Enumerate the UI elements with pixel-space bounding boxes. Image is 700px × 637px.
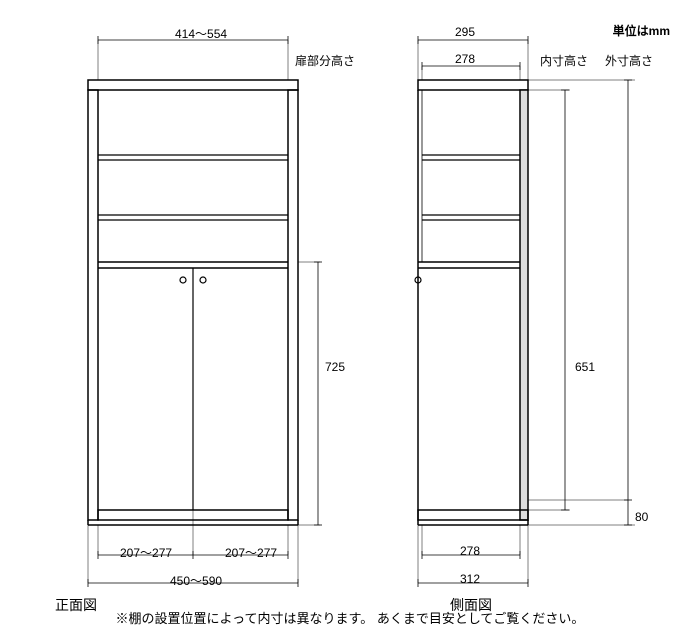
inner-height-label: 内寸高さ <box>540 52 588 69</box>
front-door-right-width: 207～277 <box>225 544 277 561</box>
outer-height-label: 外寸高さ <box>605 52 653 69</box>
front-view-drawing <box>88 36 322 587</box>
side-top-depth: 295 <box>455 25 475 39</box>
front-door-left-width: 207～277 <box>120 544 172 561</box>
side-inner-height: 651 <box>575 360 595 374</box>
front-total-width: 450～590 <box>170 572 222 589</box>
side-inner-depth-bottom: 278 <box>460 544 480 558</box>
side-view-drawing <box>415 36 635 587</box>
side-total-depth: 312 <box>460 572 480 586</box>
footer-note: ※棚の設置位置によって内寸は異なります。 あくまで目安としてご覧ください。 <box>0 608 700 627</box>
door-height-label: 扉部分高さ <box>295 52 355 69</box>
side-bottom-gap: 80 <box>635 510 648 524</box>
front-top-width: 414～554 <box>175 25 227 42</box>
front-lower-height: 725 <box>325 360 345 374</box>
side-inner-depth-top: 278 <box>455 52 475 66</box>
technical-drawing <box>0 0 700 637</box>
unit-label: 単位はmm <box>613 22 670 39</box>
